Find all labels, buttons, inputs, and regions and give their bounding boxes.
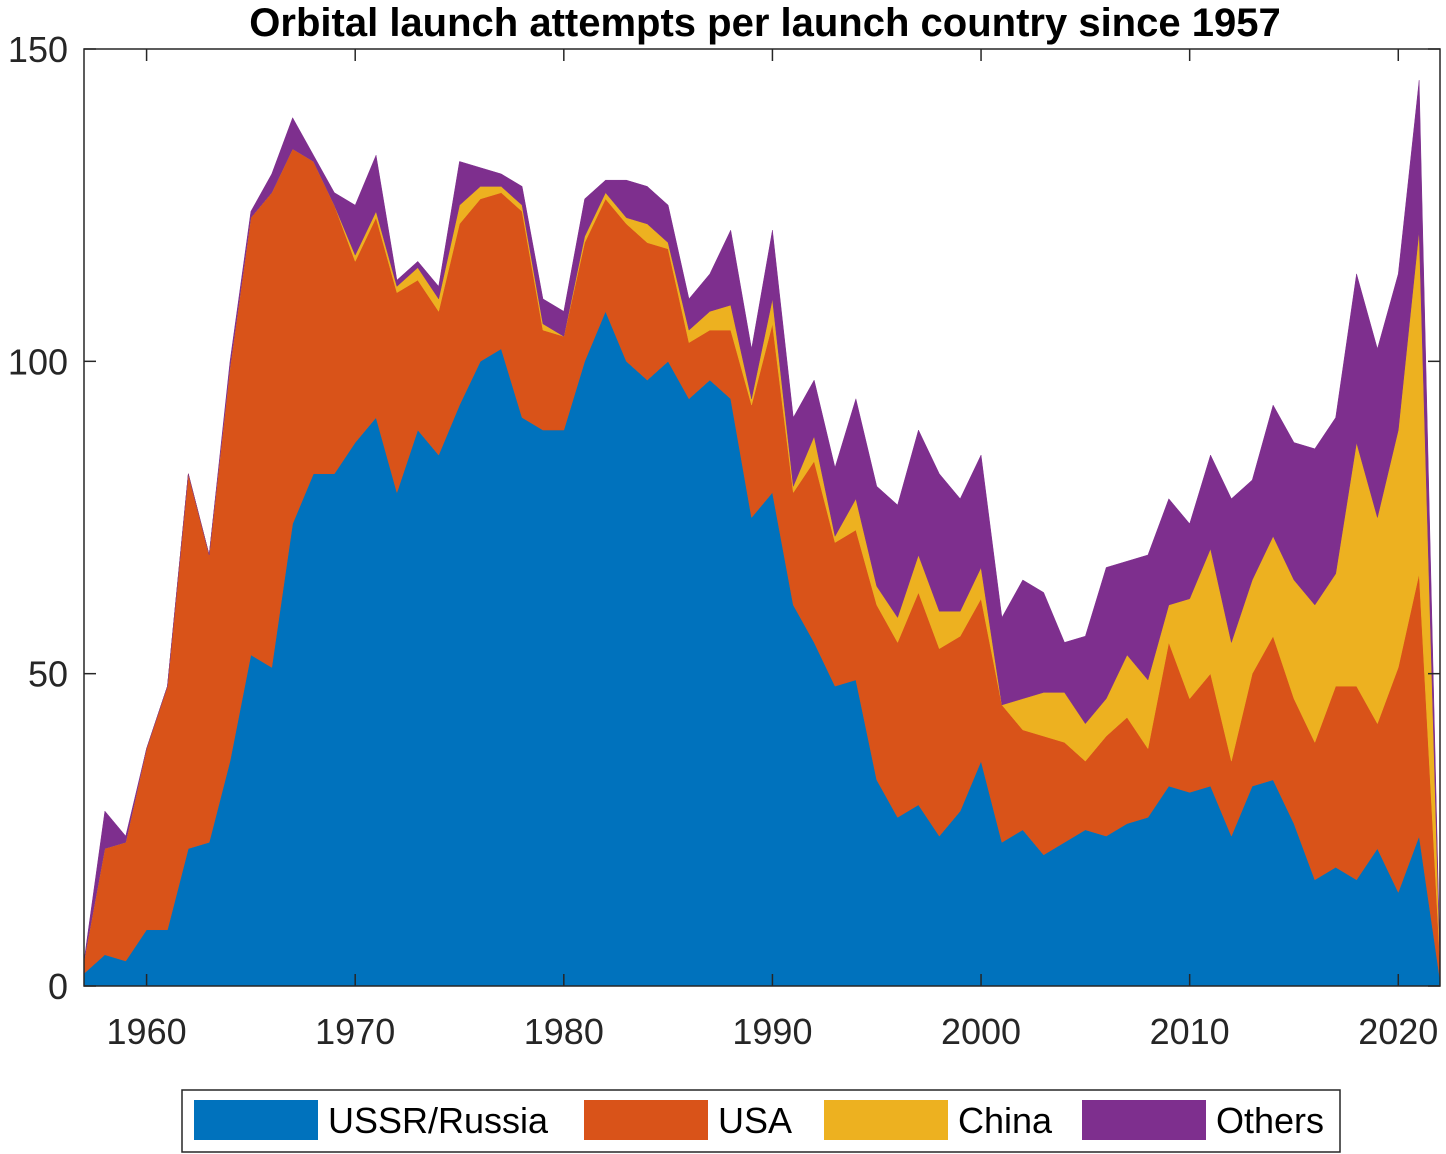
legend-label: Others [1216, 1100, 1324, 1141]
legend-swatch [1082, 1100, 1206, 1140]
y-tick-label: 100 [8, 341, 68, 382]
x-tick-label: 1980 [524, 1011, 604, 1052]
legend-label: China [958, 1100, 1053, 1141]
x-tick-label: 2020 [1358, 1011, 1438, 1052]
x-tick-label: 2010 [1150, 1011, 1230, 1052]
legend-label: USSR/Russia [328, 1100, 549, 1141]
x-tick-label: 1960 [107, 1011, 187, 1052]
legend-swatch [194, 1100, 318, 1140]
legend-swatch [824, 1100, 948, 1140]
y-tick-label: 0 [48, 966, 68, 1007]
legend: USSR/Russia USA China Others [181, 1089, 1341, 1153]
x-tick-label: 1990 [732, 1011, 812, 1052]
x-tick-label: 2000 [941, 1011, 1021, 1052]
legend-swatch [584, 1100, 708, 1140]
y-tick-label: 50 [28, 654, 68, 695]
y-tick-label: 150 [8, 29, 68, 70]
x-tick-label: 1970 [315, 1011, 395, 1052]
chart-title: Orbital launch attempts per launch count… [249, 1, 1280, 45]
axes: 1960 1970 1980 1990 2000 2010 2020 0 50 100 150 [8, 29, 1440, 1052]
legend-label: USA [718, 1100, 792, 1141]
plot-frame [83, 48, 1441, 987]
